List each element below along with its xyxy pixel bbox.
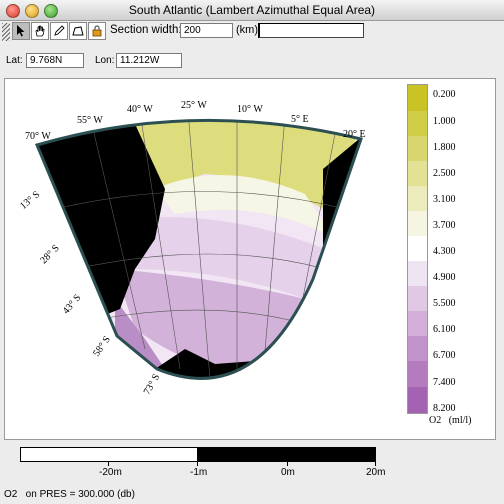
high-o2-region — [115, 269, 305, 371]
map-canvas[interactable] — [5, 79, 495, 439]
colorbar-label-11: 7.400 — [433, 377, 456, 388]
section-width-unit: (km) — [236, 24, 258, 36]
colorbar-swatch-7 — [408, 261, 427, 286]
range-bar-positive — [197, 448, 375, 461]
range-tick-3: 20m — [366, 467, 386, 478]
pan-tool-button[interactable] — [31, 22, 49, 40]
colorbar-swatch-0 — [408, 85, 427, 111]
section-tool-button[interactable] — [69, 22, 87, 40]
colorbar-label-8: 5.500 — [433, 298, 456, 309]
arrow-cursor-icon — [17, 25, 25, 37]
toolbar-grip-icon — [2, 23, 10, 41]
close-window-button[interactable] — [6, 4, 20, 18]
colorbar-swatch-5 — [408, 211, 427, 236]
colorbar-label-10: 6.700 — [433, 350, 456, 361]
colorbar-label-5: 3.700 — [433, 220, 456, 231]
range-bar-negative — [21, 448, 197, 461]
colorbar-swatch-4 — [408, 186, 427, 211]
lock-icon — [92, 25, 102, 37]
lon-label: Lon: — [95, 55, 115, 66]
lock-tool-button[interactable] — [88, 22, 106, 40]
colorbar-swatch-8 — [408, 286, 427, 311]
lat-label: Lat: — [6, 55, 23, 66]
colorbar-label-12: 8.200 — [433, 403, 456, 414]
mid-o2-region — [125, 217, 325, 299]
colorbar-label-7: 4.900 — [433, 272, 456, 283]
colorbar-label-3: 2.500 — [433, 168, 456, 179]
lon-label-55w: 55° W — [77, 115, 103, 126]
range-tick-mark-0 — [108, 462, 109, 466]
lon-field[interactable]: 11.212W — [116, 53, 182, 68]
zoom-window-button[interactable] — [44, 4, 58, 18]
pencil-icon — [54, 25, 65, 36]
colorbar-swatch-11 — [408, 361, 427, 387]
low-o2-region — [105, 120, 355, 229]
colorbar-swatch-1 — [408, 111, 427, 136]
colorbar-label-6: 4.300 — [433, 246, 456, 257]
range-tick-1: -1m — [190, 467, 208, 478]
colorbar-label-0: 0.200 — [433, 89, 456, 100]
colorbar-swatch-6 — [408, 236, 427, 261]
minimize-window-button[interactable] — [25, 4, 39, 18]
map-panel[interactable]: 70° W 55° W 40° W 25° W 10° W 5° E 20° E… — [4, 78, 496, 440]
colorbar-label-2: 1.800 — [433, 142, 456, 153]
lon-label-20e: 20° E — [343, 129, 366, 140]
lat-field[interactable]: 9.768N — [26, 53, 84, 68]
south-america-land — [37, 120, 165, 319]
colorbar-swatch-10 — [408, 336, 427, 361]
window-title: South Atlantic (Lambert Azimuthal Equal … — [128, 3, 376, 17]
range-tick-mark-3 — [375, 462, 376, 466]
map-border — [34, 118, 363, 380]
range-tick-mark-1 — [197, 462, 198, 466]
lon-label-40w: 40° W — [127, 104, 153, 115]
colorbar-swatch-2 — [408, 136, 427, 161]
range-tick-2: 0m — [281, 467, 295, 478]
lon-label-10w: 10° W — [237, 104, 263, 115]
range-tick-mark-2 — [287, 462, 288, 466]
colorbar-label-1: 1.000 — [433, 116, 456, 127]
colorbar-swatch-9 — [408, 311, 427, 336]
range-tick-0: -20m — [99, 467, 122, 478]
lon-label-5e: 5° E — [291, 114, 309, 125]
section-info-field[interactable] — [258, 23, 364, 38]
lon-label-25w: 25° W — [181, 100, 207, 111]
colorbar-label-9: 6.100 — [433, 324, 456, 335]
polyline-icon — [72, 26, 84, 36]
colorbar-label-4: 3.100 — [433, 194, 456, 205]
pencil-tool-button[interactable] — [50, 22, 68, 40]
colorbar-swatch-3 — [408, 161, 427, 186]
toolbar: Section width: 200 (km) — [0, 20, 504, 44]
pointer-tool-button[interactable] — [12, 22, 30, 40]
hand-icon — [35, 25, 45, 37]
colorbar-variable-label: O2 (ml/l) — [429, 415, 472, 426]
lon-label-70w: 70° W — [25, 131, 51, 142]
colorbar — [407, 84, 428, 414]
colorbar-swatch-12 — [408, 387, 427, 413]
antarctica-land — [155, 349, 275, 379]
section-width-label: Section width: — [110, 24, 182, 36]
section-width-input[interactable]: 200 — [180, 23, 233, 38]
status-text: O2 on PRES = 300.000 (db) — [4, 489, 135, 500]
transition-region — [155, 175, 335, 239]
range-bar[interactable] — [20, 447, 376, 462]
title-bar: South Atlantic (Lambert Azimuthal Equal … — [0, 0, 504, 21]
